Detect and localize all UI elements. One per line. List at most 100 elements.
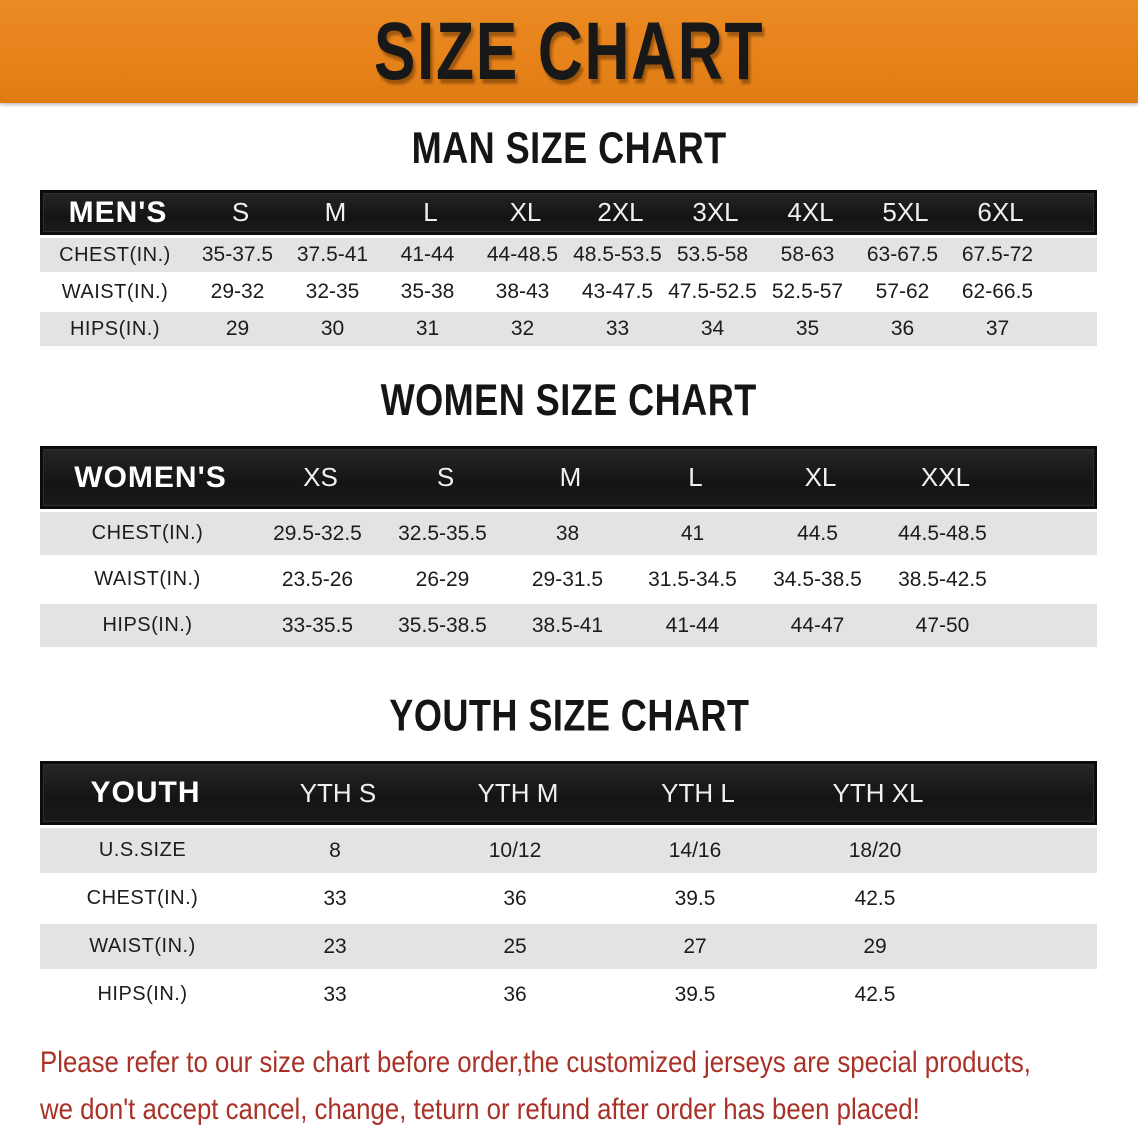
table-cell: 41-44	[665, 613, 720, 637]
table-cell: 29.5-32.5	[273, 521, 362, 545]
row-label: CHEST(IN.)	[86, 887, 199, 909]
column-header: 5XL	[882, 197, 929, 227]
table-cell: 33	[323, 886, 347, 910]
table-cell: 34.5-38.5	[773, 567, 862, 591]
column-header: XL	[509, 197, 542, 227]
table-cell: 52.5-57	[771, 280, 844, 303]
women-section-heading: WOMEN SIZE CHART	[380, 375, 758, 425]
table-cell: 27	[683, 934, 707, 958]
column-header: XXL	[920, 462, 971, 492]
table-cell: 32-35	[305, 280, 360, 303]
table-cell: 34	[700, 317, 725, 340]
table-row: CHEST(IN.) 29.5-32.5 32.5-35.5 38 41 44.5 44.5…	[40, 512, 1097, 555]
table-cell: 29-31.5	[531, 567, 604, 591]
table-cell: 44-48.5	[486, 243, 559, 266]
table-cell: 33-35.5	[281, 613, 354, 637]
column-header: YTH M	[477, 777, 559, 808]
men-section-heading: MAN SIZE CHART	[411, 122, 727, 173]
table-cell: 33	[605, 317, 630, 340]
table-cell: 37.5-41	[296, 243, 369, 266]
table-cell: 26-29	[415, 567, 470, 591]
column-header: M	[559, 462, 582, 492]
table-row: HIPS(IN.) 33 36 39.5 42.5	[40, 972, 1097, 1017]
column-header: L	[423, 197, 438, 227]
men-size-table: MEN'S S M L XL 2XL 3XL 4XL 5XL 6XL CHEST(IN.) 35-37…	[40, 190, 1097, 346]
table-row: CHEST(IN.) 33 36 39.5 42.5	[40, 876, 1097, 921]
row-label: U.S.SIZE	[98, 839, 187, 861]
table-cell: 42.5	[854, 886, 896, 910]
table-header-row: WOMEN'S XS S M L XL XXL	[40, 446, 1097, 509]
footnote-line-2-text: we don't accept cancel, change, teturn o…	[40, 1093, 920, 1126]
table-cell: 67.5-72	[961, 243, 1034, 266]
column-header: L	[688, 462, 703, 492]
column-header: 3XL	[692, 197, 739, 227]
table-cell: 41	[680, 521, 705, 545]
table-row: U.S.SIZE 8 10/12 14/16 18/20	[40, 828, 1097, 873]
table-cell: 10/12	[488, 838, 542, 862]
table-cell: 23	[323, 934, 347, 958]
row-label: HIPS(IN.)	[97, 983, 188, 1005]
table-cell: 31	[415, 317, 440, 340]
women-heading-wrap: WOMEN SIZE CHART	[0, 346, 1138, 446]
table-cell: 48.5-53.5	[573, 243, 662, 266]
table-row: WAIST(IN.) 29-32 32-35 35-38 38-43 43-47.5 47.…	[40, 275, 1097, 309]
row-label: HIPS(IN.)	[102, 614, 193, 636]
youth-heading-wrap: YOUTH SIZE CHART	[0, 647, 1138, 761]
row-label: CHEST(IN.)	[59, 243, 171, 266]
section-youth: YOUTH SIZE CHART YOUTH YTH S YTH M YTH L YTH…	[0, 647, 1138, 1017]
table-cell: 44.5-48.5	[898, 521, 987, 545]
column-header: XL	[804, 462, 837, 492]
table-cell: 57-62	[875, 280, 930, 303]
table-header-label: MEN'S	[68, 195, 168, 229]
table-cell: 8	[329, 838, 341, 862]
table-header-label: YOUTH	[90, 776, 201, 809]
column-header: S	[231, 197, 250, 227]
table-cell: 38.5-42.5	[898, 567, 987, 591]
table-cell: 41-44	[400, 243, 455, 266]
table-row: CHEST(IN.) 35-37.5 37.5-41 41-44 44-48.5 48.5…	[40, 238, 1097, 272]
row-label: CHEST(IN.)	[91, 522, 204, 544]
table-cell: 38-43	[495, 280, 550, 303]
table-cell: 35	[795, 317, 820, 340]
table-cell: 36	[890, 317, 915, 340]
table-cell: 58-63	[780, 243, 835, 266]
column-header: S	[436, 462, 455, 492]
row-label: WAIST(IN.)	[94, 568, 201, 590]
column-header: 2XL	[597, 197, 644, 227]
table-cell: 44.5	[797, 521, 838, 545]
table-cell: 35.5-38.5	[398, 613, 487, 637]
footnote-line-1-text: Please refer to our size chart before or…	[40, 1046, 1031, 1079]
table-cell: 14/16	[668, 838, 722, 862]
footnote: Please refer to our size chart before or…	[40, 1039, 1138, 1132]
table-header-row: YOUTH YTH S YTH M YTH L YTH XL	[40, 761, 1097, 825]
table-row: HIPS(IN.) 33-35.5 35.5-38.5 38.5-41 41-44 44-…	[40, 604, 1097, 647]
table-cell: 53.5-58	[676, 243, 749, 266]
table-row: HIPS(IN.) 29 30 31 32 33 34 35 36 37	[40, 312, 1097, 346]
table-cell: 36	[503, 886, 527, 910]
table-header-row: MEN'S S M L XL 2XL 3XL 4XL 5XL 6XL	[40, 190, 1097, 235]
banner: SIZE CHART	[0, 0, 1138, 103]
table-cell: 23.5-26	[281, 567, 354, 591]
table-cell: 35-37.5	[201, 243, 274, 266]
table-cell: 36	[503, 982, 527, 1006]
table-row: WAIST(IN.) 23 25 27 29	[40, 924, 1097, 969]
column-header: XS	[303, 462, 338, 492]
table-cell: 62-66.5	[961, 280, 1034, 303]
table-cell: 29	[225, 317, 250, 340]
table-cell: 47.5-52.5	[668, 280, 757, 303]
row-label: WAIST(IN.)	[89, 935, 196, 957]
table-cell: 18/20	[848, 838, 902, 862]
table-row: WAIST(IN.) 23.5-26 26-29 29-31.5 31.5-34.5 34…	[40, 558, 1097, 601]
row-label: HIPS(IN.)	[69, 317, 161, 340]
table-cell: 32	[510, 317, 535, 340]
footnote-line-2: we don't accept cancel, change, teturn o…	[40, 1086, 1138, 1132]
table-cell: 38.5-41	[531, 613, 604, 637]
row-label: WAIST(IN.)	[61, 280, 169, 303]
section-women: WOMEN SIZE CHART WOMEN'S XS S M L XL XXL CHEST(…	[0, 346, 1138, 647]
table-cell: 37	[985, 317, 1010, 340]
banner-title: SIZE CHART	[373, 5, 765, 98]
column-header: 6XL	[977, 197, 1024, 227]
table-cell: 39.5	[674, 982, 716, 1006]
table-cell: 25	[503, 934, 527, 958]
table-cell: 31.5-34.5	[648, 567, 737, 591]
